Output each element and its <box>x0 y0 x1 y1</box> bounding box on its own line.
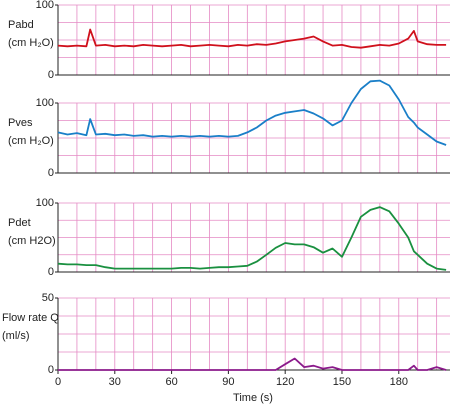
x-tick-label: 90 <box>222 376 234 388</box>
x-label: Time (s) <box>233 392 273 404</box>
x-tick-label: 60 <box>165 376 177 388</box>
y-label: (cm H2O) <box>8 235 56 247</box>
y-tick-label: 100 <box>36 0 54 11</box>
y-label: (cm H₂O) <box>8 37 54 49</box>
x-tick-label: 30 <box>109 376 121 388</box>
y-label: (cm H₂O) <box>8 135 54 147</box>
x-tick-label: 150 <box>333 376 351 388</box>
data-line <box>57 28 447 49</box>
x-tick-label: 0 <box>55 376 61 388</box>
y-tick-label: 0 <box>48 167 54 179</box>
y-label: (ml/s) <box>2 330 30 342</box>
data-line <box>57 79 447 146</box>
y-tick-label: 100 <box>36 197 54 209</box>
y-label: Flow rate Q <box>2 312 59 324</box>
y-tick-label: 50 <box>42 292 54 304</box>
y-tick-label: 100 <box>36 97 54 109</box>
y-label: Pdet <box>8 217 31 229</box>
x-tick-label: 120 <box>276 376 294 388</box>
y-tick-label: 0 <box>48 69 54 81</box>
y-label: Pves <box>8 117 33 129</box>
y-tick-label: 0 <box>48 364 54 376</box>
data-line <box>58 357 447 371</box>
y-label: Pabd <box>8 19 34 31</box>
data-line <box>57 206 447 271</box>
x-tick-label: 180 <box>390 376 408 388</box>
y-tick-label: 0 <box>48 266 54 278</box>
